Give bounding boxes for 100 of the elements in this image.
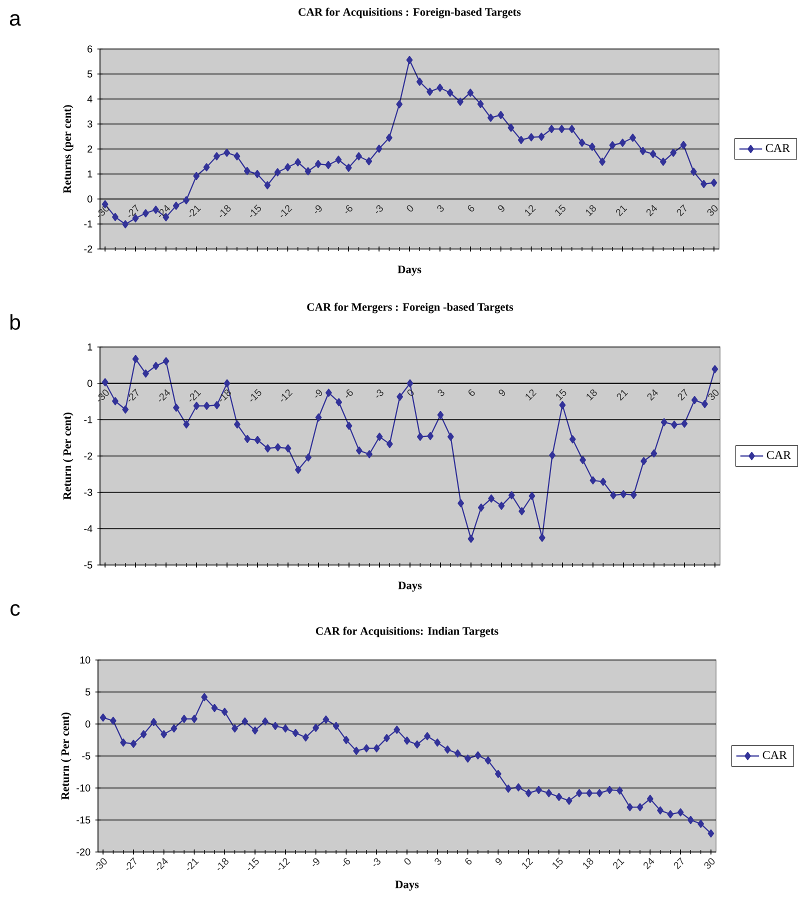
x-tick-label: 3: [434, 858, 442, 865]
x-tick-label: -30: [98, 390, 109, 402]
x-tick-label: -18: [218, 858, 229, 870]
y-tick-label: 4: [87, 96, 92, 102]
x-tick-label: 0: [404, 858, 411, 865]
x-tick-label: -18: [220, 205, 231, 218]
y-axis-title: Return ( Per cent): [61, 712, 72, 800]
x-tick-label: 15: [552, 857, 563, 870]
x-tick-label: 27: [678, 388, 688, 401]
x-tick-label: -30: [96, 858, 107, 870]
x-tick-label: 6: [465, 858, 472, 865]
x-tick-label: 27: [676, 204, 686, 216]
x-tick-label: 6: [468, 205, 474, 212]
y-tick-label: -2: [84, 246, 92, 252]
y-axis-title: Return ( Per cent): [63, 412, 74, 500]
x-tick-label: -18: [220, 389, 231, 402]
text: a: [10, 14, 21, 26]
y-tick-label: 0: [87, 195, 92, 203]
x-tick-label: -3: [376, 389, 384, 398]
x-tick-label: 30: [707, 205, 718, 216]
x-tick-label: -6: [345, 205, 352, 214]
text: b: [10, 314, 20, 330]
x-tick-label: -15: [250, 204, 262, 218]
y-tick-label: -3: [84, 488, 92, 496]
y-tick-label: 0: [87, 380, 92, 387]
x-tick-label: 24: [647, 389, 658, 401]
x-tick-label: -24: [158, 204, 170, 218]
y-tick-label: 2: [88, 145, 92, 152]
x-tick-label: 18: [583, 858, 594, 870]
x-tick-label: -27: [128, 388, 138, 402]
x-tick-label: 21: [616, 390, 628, 401]
x-axis-title: Days: [398, 582, 422, 592]
x-tick-label: 30: [704, 858, 715, 869]
x-tick-label: -9: [315, 390, 322, 398]
x-tick-label: -27: [128, 204, 138, 218]
x-tick-label: -24: [158, 389, 170, 402]
y-tick-label: 5: [87, 70, 92, 78]
x-tick-label: -21: [187, 858, 199, 870]
x-tick-label: 15: [555, 204, 566, 216]
x-tick-label: 18: [586, 389, 597, 401]
y-tick-label: -5: [82, 752, 90, 760]
y-tick-label: 1: [88, 344, 92, 350]
x-tick-label: 21: [616, 206, 628, 216]
y-tick-label: -10: [76, 784, 90, 792]
x-tick-label: 24: [644, 858, 654, 870]
x-tick-label: 27: [674, 857, 684, 870]
x-tick-label: 15: [556, 388, 566, 400]
x-tick-label: -24: [156, 858, 168, 870]
x-tick-label: 9: [495, 858, 502, 865]
y-tick-label: -20: [76, 848, 90, 856]
y-tick-label: -4: [84, 525, 92, 532]
y-tick-label: -2: [84, 452, 92, 460]
legend-label: CAR: [766, 144, 790, 152]
x-tick-label: 6: [468, 389, 475, 396]
x-tick-label: -27: [126, 857, 136, 870]
x-tick-label: -9: [312, 858, 320, 866]
y-tick-label: -5: [84, 562, 92, 568]
x-tick-label: -15: [250, 388, 262, 402]
x-tick-label: 0: [407, 390, 414, 396]
x-tick-label: -3: [373, 858, 381, 866]
x-tick-label: -21: [189, 390, 202, 402]
x-tick-label: 12: [526, 389, 537, 401]
y-tick-label: -1: [84, 220, 92, 228]
x-tick-label: -12: [280, 389, 293, 402]
x-tick-label: -6: [343, 858, 350, 866]
y-tick-label: 10: [80, 656, 90, 664]
x-tick-label: 12: [522, 858, 534, 870]
x-tick-label: 30: [708, 390, 719, 400]
y-tick-label: -15: [76, 816, 90, 824]
x-tick-label: 3: [437, 205, 444, 212]
x-tick-label: 9: [498, 390, 506, 396]
x-tick-label: -15: [248, 857, 259, 870]
x-tick-label: -6: [346, 389, 353, 398]
y-axis-title: Returns (per cent): [63, 105, 74, 194]
y-tick-label: -1: [84, 416, 92, 424]
y-tick-label: 5: [85, 688, 90, 696]
x-tick-label: 12: [524, 205, 536, 216]
chart-title: CAR for Mergers : Foreign -based Targets: [307, 302, 514, 314]
x-axis-title: Days: [395, 880, 419, 891]
y-tick-label: 6: [88, 45, 92, 53]
y-tick-label: 0: [85, 720, 90, 728]
text: c: [10, 604, 20, 616]
chart-title: CAR for Acquisitions : Foreign-based Targets: [298, 8, 521, 18]
x-tick-label: -9: [314, 205, 322, 214]
x-tick-label: 18: [586, 205, 596, 216]
x-tick-label: -3: [376, 205, 383, 214]
y-tick-label: 3: [87, 120, 92, 128]
chart-title: CAR for Acquisitions: Indian Targets: [316, 626, 498, 638]
x-tick-label: -21: [189, 206, 202, 218]
x-axis-title: Days: [398, 266, 422, 276]
x-tick-label: 21: [613, 858, 624, 870]
x-tick-label: -12: [280, 205, 292, 218]
legend-label: CAR: [766, 451, 792, 460]
x-tick-label: 9: [498, 205, 504, 212]
legend-label: CAR: [762, 751, 787, 760]
x-tick-label: 0: [406, 205, 414, 212]
y-tick-label: 1: [88, 170, 92, 178]
x-tick-label: -12: [278, 858, 290, 870]
x-tick-label: 24: [646, 204, 658, 216]
x-tick-label: 3: [438, 389, 444, 396]
